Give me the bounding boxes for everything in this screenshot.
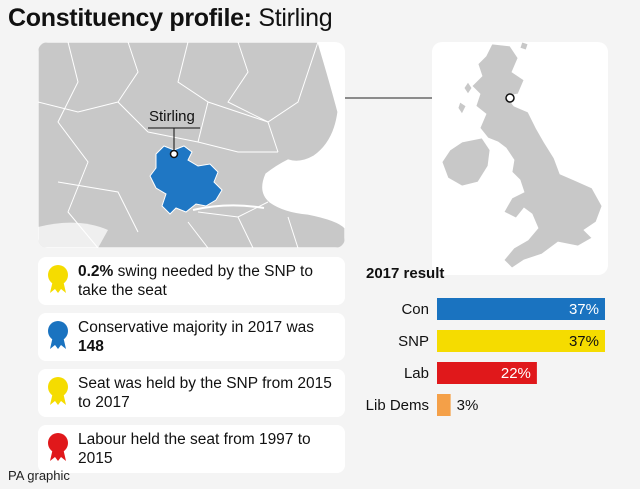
fact-labour-held: Labour held the seat from 1997 to 2015 xyxy=(38,425,345,473)
stirling-map-label: Stirling xyxy=(149,108,195,125)
red-rosette-icon xyxy=(48,433,68,461)
facts-list: 0.2% swing needed by the SNP to take the… xyxy=(38,257,345,481)
title-prefix: Constituency profile: xyxy=(8,4,252,32)
source-credit: PA graphic xyxy=(8,468,70,483)
category-label: Con xyxy=(401,301,429,318)
uk-locator-map xyxy=(432,42,608,275)
yellow-rosette-icon xyxy=(48,377,68,405)
title-constituency: Stirling xyxy=(258,4,333,32)
yellow-rosette-icon xyxy=(48,265,68,293)
fact-swing: 0.2% swing needed by the SNP to take the… xyxy=(38,257,345,305)
bar-con xyxy=(437,298,605,320)
stirling-constituency-shape xyxy=(149,145,223,215)
blue-rosette-icon xyxy=(48,321,68,349)
value-label: 37% xyxy=(569,333,599,350)
category-label: Lab xyxy=(404,365,429,382)
page-title: Constituency profile: Stirling xyxy=(8,4,333,33)
bar-lab xyxy=(437,362,537,384)
result-bar-chart: Con 37% SNP 37% Lab 22% Lib Dems 3% xyxy=(366,298,605,416)
bar-lib-dems xyxy=(437,394,451,416)
fact-majority: Conservative majority in 2017 was 148 xyxy=(38,313,345,361)
value-label: 37% xyxy=(569,301,599,318)
value-label: 22% xyxy=(501,365,531,382)
category-label: SNP xyxy=(398,333,429,350)
fact-majority-text: Conservative majority in 2017 was xyxy=(78,319,315,336)
fact-majority-value: 148 xyxy=(78,338,104,355)
value-label: 3% xyxy=(457,397,479,414)
fact-swing-text: swing needed by the SNP to take the seat xyxy=(78,263,313,299)
bar-snp xyxy=(437,330,605,352)
fact-labour-held-text: Labour held the seat from 1997 to 2015 xyxy=(78,431,311,467)
fact-swing-value: 0.2% xyxy=(78,263,114,280)
local-map: Stirling xyxy=(38,42,345,248)
chart-title: 2017 result xyxy=(366,265,445,282)
category-label: Lib Dems xyxy=(366,397,429,414)
fact-snp-held-text: Seat was held by the SNP from 2015 to 20… xyxy=(78,375,332,411)
fact-snp-held: Seat was held by the SNP from 2015 to 20… xyxy=(38,369,345,417)
